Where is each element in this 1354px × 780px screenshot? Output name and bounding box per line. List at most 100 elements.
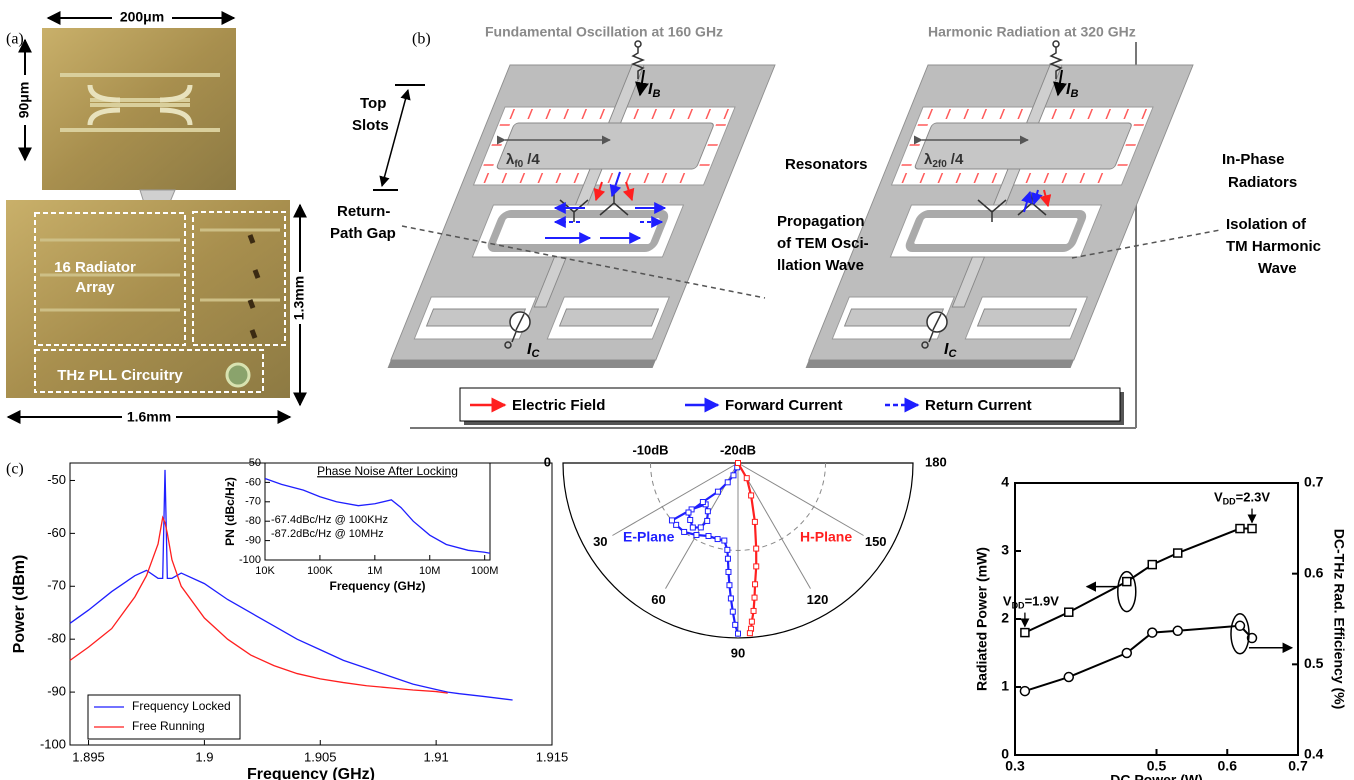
y-tick-label: -80: [47, 631, 66, 646]
x-tick-label: 100K: [307, 565, 333, 577]
annotation-text: =1.9V: [1025, 594, 1060, 609]
pattern-point: [727, 583, 732, 588]
pattern-point: [686, 510, 691, 515]
legend-label: Forward Current: [725, 397, 843, 414]
pattern-point: [736, 461, 741, 466]
legend-label: Frequency Locked: [132, 699, 231, 713]
radial-label: -10dB: [632, 442, 668, 457]
data-point: [1020, 687, 1029, 696]
theta-label: 180: [925, 454, 947, 469]
pattern-point: [694, 532, 699, 537]
annotation: VDD=2.3V: [1214, 490, 1270, 507]
pattern-point: [690, 525, 695, 530]
current-subscript: C: [948, 348, 957, 360]
dimension-label: 1.3mm: [291, 276, 307, 320]
pattern-point: [736, 631, 741, 636]
y-tick-label: -100: [40, 736, 66, 751]
data-point: [1248, 525, 1256, 533]
note: In-Phase: [1222, 151, 1285, 168]
page: { "panel_labels": ["(a)", "(b)", "(c)"],…: [0, 0, 1354, 780]
theta-label: 60: [651, 592, 665, 607]
annotation-base: V: [1003, 594, 1012, 609]
note: llation Wave: [777, 257, 864, 274]
x-tick-label: 0.6: [1218, 758, 1238, 774]
data-point: [1021, 629, 1029, 637]
slab-left: [388, 65, 775, 368]
pattern-point: [753, 582, 758, 587]
y-tick-label: -90: [245, 535, 261, 547]
pattern-point: [725, 556, 730, 561]
theta-label: 150: [865, 534, 887, 549]
y-tick-label: 1: [1001, 678, 1009, 694]
pattern-point: [715, 489, 720, 494]
pattern-point: [744, 476, 749, 481]
theta-label: 90: [731, 645, 745, 660]
pattern-point: [725, 547, 730, 552]
pattern-point: [688, 517, 693, 522]
x-tick-label: 1M: [367, 565, 382, 577]
x-tick-label: 1.9: [195, 749, 213, 764]
series-label: H-Plane: [800, 529, 852, 545]
data-point: [1235, 621, 1244, 630]
dimension-label: 1.6mm: [127, 409, 171, 425]
y2-tick-label: 0.6: [1304, 564, 1324, 580]
theta-label: 120: [807, 592, 829, 607]
lambda-fraction: /4: [951, 151, 964, 168]
annotation: -67.4dBc/Hz @ 100KHz: [271, 514, 388, 526]
x-axis-label: Frequency (GHz): [247, 766, 375, 780]
y-tick-label: -50: [47, 472, 66, 487]
current-subscript: C: [531, 348, 540, 360]
y-axis-label: PN (dBc/Hz): [223, 477, 237, 546]
lambda-fraction: /4: [527, 151, 540, 168]
note: Isolation of: [1226, 216, 1307, 233]
dimension-label: 200μm: [120, 9, 164, 25]
pattern-point: [705, 509, 710, 514]
pattern-point: [722, 538, 727, 543]
y2-tick-label: 0.7: [1304, 474, 1324, 490]
y-axis-label: Radiated Power (mW): [974, 547, 990, 691]
y-tick-label: -90: [47, 684, 66, 699]
data-point: [1123, 578, 1131, 586]
y2-axis-label: DC-THz Rad. Efficiency (%): [1331, 529, 1347, 709]
pattern-point: [705, 518, 710, 523]
note: Radiators: [1228, 174, 1297, 191]
pattern-point: [682, 529, 687, 534]
note: Top: [360, 95, 386, 112]
annotation: -87.2dBc/Hz @ 10MHz: [271, 528, 384, 540]
pattern-point: [733, 622, 738, 627]
y-tick-label: 0: [1001, 746, 1009, 762]
pattern-point: [747, 631, 752, 636]
x-tick-label: 10M: [419, 565, 440, 577]
figure: (a) 200μm 90μm 16 Radiator Array THz PLL…: [0, 0, 1354, 780]
y-tick-label: 3: [1001, 542, 1009, 558]
legend-label: Return Current: [925, 397, 1032, 414]
pattern-point: [728, 596, 733, 601]
pattern-point: [715, 537, 720, 542]
region-label: 16 Radiator: [54, 259, 136, 276]
note: Propagation: [777, 213, 865, 230]
data-point: [1236, 525, 1244, 533]
annotation-text: =2.3V: [1236, 490, 1271, 505]
pattern-point: [706, 534, 711, 539]
y-tick-label: -60: [245, 476, 261, 488]
pattern-point: [731, 473, 736, 478]
panel-label: (a): [6, 31, 24, 48]
y2-tick-label: 0.4: [1304, 746, 1324, 762]
plot-area: [1015, 483, 1298, 755]
data-point: [1174, 549, 1182, 557]
pattern-point: [726, 569, 731, 574]
data-point: [1122, 649, 1131, 658]
annotation-sub: DD: [1012, 601, 1025, 611]
series-label: E-Plane: [623, 529, 675, 545]
data-point: [1173, 626, 1182, 635]
legend-label: Free Running: [132, 719, 205, 733]
note: Return-: [337, 203, 390, 220]
x-axis-label: DC Power (W): [1110, 772, 1203, 780]
pattern-point: [754, 564, 759, 569]
note: Resonators: [785, 156, 868, 173]
x-tick-label: 10K: [255, 565, 275, 577]
pattern-point: [749, 619, 754, 624]
note: Slots: [352, 117, 389, 134]
x-axis-label: Frequency (GHz): [329, 579, 425, 593]
region-label: Array: [75, 279, 115, 296]
